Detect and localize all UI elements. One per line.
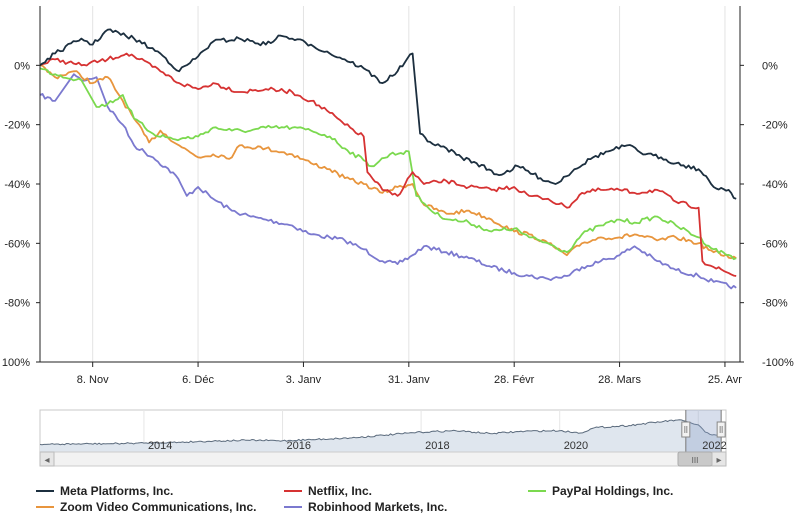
legend-swatch [36,506,54,508]
chart-background [0,0,800,480]
scroll-left-button[interactable] [39,451,55,467]
y-right-tick-label: -60% [762,238,788,250]
legend-swatch [284,490,302,492]
navigator-area [40,419,722,452]
scroll-right-button[interactable] [711,451,727,467]
navigator-handle-right[interactable] [716,410,726,452]
legend-swatch [284,506,302,508]
x-tick-label: 31. Janv [388,374,430,386]
x-tick-label: 25. Avr [708,374,742,386]
y-left-tick-label: -40% [4,179,30,191]
legend-item[interactable]: PayPal Holdings, Inc. [528,484,673,498]
y-right-tick-label: -40% [762,179,788,191]
navigator-tick-label: 2014 [148,440,172,452]
legend-label: PayPal Holdings, Inc. [552,484,674,498]
series-layer [39,28,737,290]
navigator-tick-label: 2016 [287,440,311,452]
scroll-grip-icon: III [692,456,699,465]
legend: Meta Platforms, Inc. Netflix, Inc. PayPal … [0,480,800,517]
legend-label: Netflix, Inc. [308,484,373,498]
chart-svg: 0% -20% -40% -60% -80% 100% 0% -20% -40% -60% -80… [0,0,800,480]
series-line-1 [39,52,737,277]
y-right-tick-label: -20% [762,120,788,132]
scroll-right-icon: ▸ [716,455,721,466]
y-axis-right: 0% -20% -40% -60% -80% -100% [740,60,794,369]
x-axis: 8. Nov 6. Déc 3. Janv 31. Janv 28. Févr 28. M… [77,362,742,386]
navigator-selected-range[interactable] [685,410,722,452]
x-tick-label: 3. Janv [286,374,322,386]
series-line-2 [39,67,737,261]
y-left-tick-label: -60% [4,238,30,250]
legend-swatch [36,490,54,492]
navigator-tick-label: 2020 [564,440,588,452]
legend-item[interactable]: Robinhood Markets, Inc. [284,500,447,514]
scroll-left-icon: ◂ [44,455,49,466]
y-left-tick-label: 100% [2,357,30,369]
legend-label: Zoom Video Communications, Inc. [60,500,257,514]
legend-item[interactable]: Netflix, Inc. [284,484,372,498]
handle-grip[interactable] [681,421,691,438]
x-tick-label: 28. Févr [494,374,535,386]
navigator-axis: 2014 2016 2018 2020 2022 [148,440,727,452]
handle-grip[interactable] [716,421,726,438]
series-line-4 [39,73,737,290]
x-tick-label: 6. Déc [182,374,214,386]
y-left-tick-label: -80% [4,298,30,310]
vertical-gridlines [92,6,726,362]
y-right-tick-label: -80% [762,298,788,310]
series-line-0 [39,28,737,200]
legend-label: Meta Platforms, Inc. [60,484,174,498]
navigator[interactable]: 2014 2016 2018 2020 2022 [39,409,727,453]
y-right-tick-label: -100% [762,357,794,369]
scrollbar-track[interactable] [39,451,727,467]
legend-item[interactable]: Zoom Video Communications, Inc. [36,500,256,514]
navigator-tick-label: 2018 [425,440,449,452]
legend-label: Robinhood Markets, Inc. [308,500,448,514]
navigator-tick-label: 2022 [702,440,726,452]
y-right-tick-label: 0% [762,60,778,72]
y-left-tick-label: -20% [4,120,30,132]
y-axis-left: 0% -20% -40% -60% -80% 100% [2,60,40,369]
x-tick-label: 8. Nov [77,374,109,386]
navigator-handle-left[interactable] [681,410,691,452]
navigator-line [39,419,722,446]
y-left-tick-label: 0% [14,60,30,72]
x-tick-label: 28. Mars [598,374,641,386]
legend-item[interactable]: Meta Platforms, Inc. [36,484,173,498]
legend-swatch [528,490,546,492]
scrollbar[interactable]: ◂ III ▸ [39,451,727,467]
